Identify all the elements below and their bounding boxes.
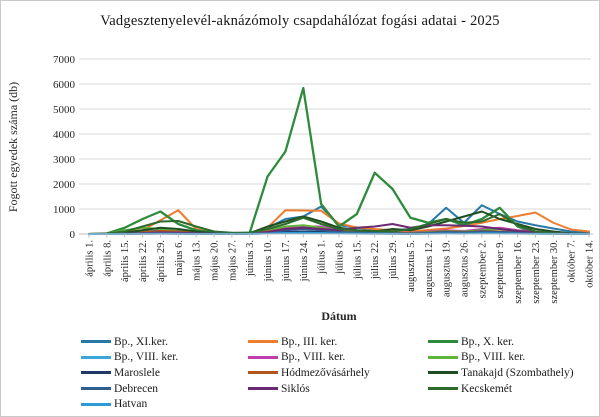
legend-label: Bp., VIII. ker. [461, 351, 526, 364]
x-tick-label: június 3. [245, 240, 256, 277]
legend-label: Bp., III. ker. [281, 335, 338, 348]
x-tick-label: április 8. [102, 240, 113, 277]
series-line-2 [87, 86, 591, 236]
series-line-8 [88, 210, 590, 235]
legend-label: Bp., X. ker. [461, 335, 515, 348]
x-tick-label: május 13. [192, 240, 203, 281]
legend-label: Maroslele [114, 366, 160, 379]
chart-title: Vadgesztenyelevél-aknázómoly csapdahálóz… [100, 13, 500, 29]
x-tick-label: szeptember 16. [513, 240, 524, 304]
x-tick-label: augusztus 26. [460, 240, 471, 297]
legend-label: Tanakajd (Szombathely) [461, 366, 574, 379]
y-tick-label: 6000 [53, 79, 76, 91]
x-tick-label: április 15. [120, 240, 131, 282]
x-tick-label: június 10. [263, 240, 274, 282]
x-tick-label: július 8. [335, 240, 346, 275]
y-tick-label: 1000 [53, 204, 76, 216]
y-tick-label: 0 [70, 229, 76, 241]
y-tick-label: 3000 [53, 154, 76, 166]
legend-label: Siklós [281, 382, 310, 395]
legend-item-7: Hódmezővásárhely [248, 367, 428, 379]
legend-label: Hódmezővásárhely [281, 366, 370, 379]
legend-line-swatch [428, 355, 458, 359]
legend-item-6: Maroslele [81, 367, 248, 379]
x-tick-label: június 24. [299, 240, 310, 282]
legend-label: Bp., VIII. ker. [281, 351, 346, 364]
series-line-11 [88, 213, 590, 235]
legend-line-swatch [428, 387, 458, 391]
x-tick-label: szeptember 9. [495, 240, 506, 298]
x-tick-label: szeptember 2. [477, 240, 488, 298]
x-tick-label: július 29. [388, 240, 399, 280]
legend-line-swatch [248, 387, 278, 391]
y-tick-label: 7000 [53, 54, 76, 66]
x-tick-label: május 6. [174, 240, 185, 276]
legend-item-9: Debrecen [81, 383, 248, 395]
legend-item-1: Bp., III. ker. [248, 336, 428, 348]
x-axis-title: Dátum [321, 309, 356, 323]
legend-label: Bp., XI.ker. [114, 335, 168, 348]
legend-line-swatch [428, 340, 458, 344]
x-tick-label: szeptember 23. [531, 240, 542, 304]
legend-item-12: Hatvan [81, 398, 248, 410]
legend-item-8: Tanakajd (Szombathely) [428, 367, 595, 379]
x-tick-label: április 22. [138, 240, 149, 282]
legend-line-swatch [81, 387, 111, 391]
x-tick-label: október 14. [585, 240, 596, 288]
legend-line-swatch [428, 371, 458, 375]
y-tick-label: 5000 [53, 104, 76, 116]
legend-item-2: Bp., X. ker. [428, 336, 595, 348]
legend-label: Bp., VIII. ker. [114, 351, 179, 364]
legend-line-swatch [81, 355, 111, 359]
legend-item-4: Bp., VIII. ker. [248, 351, 428, 363]
legend-item-10: Siklós [248, 383, 428, 395]
legend-item-3: Bp., VIII. ker. [81, 351, 248, 363]
x-tick-label: július 1. [317, 240, 328, 275]
x-tick-label: július 22. [370, 240, 381, 280]
y-tick-label: 4000 [53, 129, 76, 141]
legend-label: Debrecen [114, 382, 159, 395]
axes-layer: 0 1000 2000 3000 4000 5000 6000 7000 április 1. á… [53, 54, 596, 304]
chart-legend: Bp., XI.ker. Bp., III. ker. Bp., X. ker. Bp… [81, 334, 595, 412]
series-line-10 [88, 223, 590, 235]
legend-line-swatch [81, 402, 111, 406]
x-tick-label: május 27. [227, 240, 238, 281]
x-tick-label: április 29. [156, 240, 167, 282]
chart-canvas: 0 1000 2000 3000 4000 5000 6000 7000 április 1. á… [6, 54, 596, 323]
x-tick-label: augusztus 19. [442, 240, 453, 297]
x-tick-label: augusztus 12. [424, 240, 435, 297]
x-tick-label: április 1. [85, 240, 96, 277]
legend-item-0: Bp., XI.ker. [81, 336, 248, 348]
legend-label: Hatvan [114, 398, 148, 411]
legend-line-swatch [248, 355, 278, 359]
legend-line-swatch [248, 340, 278, 344]
x-tick-label: október 7. [567, 240, 578, 283]
legend-item-5: Bp., VIII. ker. [428, 351, 595, 363]
legend-line-swatch [81, 371, 111, 375]
y-tick-label: 2000 [53, 179, 76, 191]
x-tick-label: június 17. [281, 240, 292, 282]
x-tick-label: augusztus 5. [406, 240, 417, 292]
x-tick-label: szeptember 30. [549, 240, 560, 304]
gridlines-layer [79, 58, 591, 210]
y-axis-title: Fogott egyedek száma (db) [6, 82, 20, 212]
legend-line-swatch [81, 340, 111, 344]
legend-item-11: Kecskemét [428, 383, 595, 395]
legend-line-swatch [248, 371, 278, 375]
x-tick-label: július 15. [352, 240, 363, 280]
legend-label: Kecskemét [461, 382, 513, 395]
series-layer [87, 86, 591, 236]
x-tick-label: május 20. [210, 240, 221, 281]
